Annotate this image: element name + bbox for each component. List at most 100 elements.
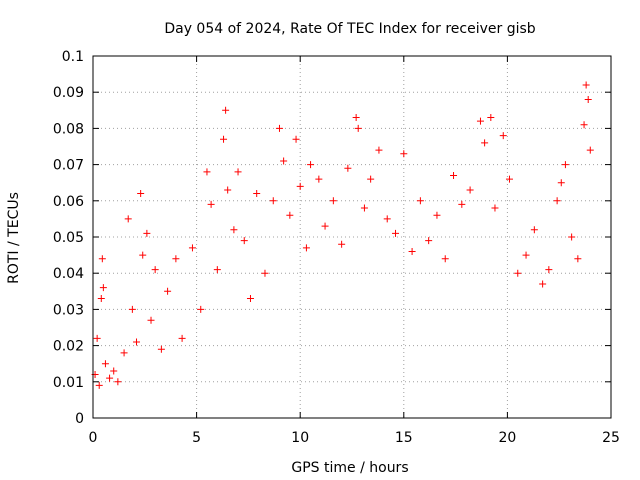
data-point bbox=[246, 295, 254, 303]
data-point bbox=[352, 114, 360, 122]
x-tick-label: 10 bbox=[291, 430, 309, 446]
data-point bbox=[143, 229, 151, 237]
x-tick-labels: 0 5 10 15 20 25 bbox=[89, 430, 620, 446]
data-point bbox=[315, 175, 323, 183]
x-tick-label: 25 bbox=[602, 430, 620, 446]
data-point bbox=[222, 106, 230, 114]
data-point bbox=[292, 135, 300, 143]
y-tick-labels: 0 0.01 0.02 0.03 0.04 0.05 0.06 0.07 0.08 0.09 0.1 bbox=[53, 49, 84, 427]
data-point bbox=[441, 255, 449, 263]
y-tick-label: 0.04 bbox=[53, 266, 84, 282]
axis-ticks bbox=[92, 55, 612, 419]
data-point bbox=[383, 215, 391, 223]
data-point bbox=[286, 211, 294, 219]
y-tick-label: 0.05 bbox=[53, 230, 84, 246]
data-point bbox=[224, 186, 232, 194]
x-tick-label: 0 bbox=[89, 430, 98, 446]
x-axis-label: GPS time / hours bbox=[291, 460, 408, 476]
data-point bbox=[240, 237, 248, 245]
data-point bbox=[128, 305, 136, 313]
data-point bbox=[296, 182, 304, 190]
data-point bbox=[375, 146, 383, 154]
data-point bbox=[99, 284, 107, 292]
x-tick-label: 15 bbox=[395, 430, 413, 446]
data-point bbox=[213, 266, 221, 274]
y-tick-label: 0.01 bbox=[53, 375, 84, 391]
data-point bbox=[98, 255, 106, 263]
y-tick-label: 0.1 bbox=[62, 49, 84, 65]
y-tick-label: 0.08 bbox=[53, 121, 84, 137]
data-point bbox=[367, 175, 375, 183]
data-point bbox=[329, 197, 337, 205]
data-point bbox=[582, 81, 590, 89]
data-point bbox=[234, 168, 242, 176]
data-point bbox=[586, 146, 594, 154]
chart-title: Day 054 of 2024, Rate Of TEC Index for r… bbox=[164, 21, 535, 37]
data-point bbox=[269, 197, 277, 205]
data-point bbox=[360, 204, 368, 212]
data-point bbox=[275, 124, 283, 132]
data-point bbox=[93, 334, 101, 342]
data-point bbox=[499, 132, 507, 140]
x-tick-label: 5 bbox=[192, 430, 201, 446]
data-point bbox=[580, 121, 588, 129]
data-point bbox=[178, 334, 186, 342]
data-point bbox=[253, 190, 261, 198]
data-point bbox=[188, 244, 196, 252]
data-point bbox=[481, 139, 489, 147]
y-tick-label: 0 bbox=[75, 411, 84, 427]
data-point bbox=[230, 226, 238, 234]
data-point bbox=[400, 150, 408, 158]
data-point bbox=[553, 197, 561, 205]
data-point bbox=[106, 374, 114, 382]
data-point bbox=[338, 240, 346, 248]
data-point bbox=[545, 266, 553, 274]
data-point bbox=[584, 95, 592, 103]
data-point bbox=[539, 280, 547, 288]
data-point bbox=[172, 255, 180, 263]
data-point bbox=[302, 244, 310, 252]
data-point bbox=[101, 360, 109, 368]
data-point bbox=[110, 367, 118, 375]
data-point bbox=[139, 251, 147, 259]
data-point bbox=[197, 305, 205, 313]
x-tick-label: 20 bbox=[498, 430, 516, 446]
data-point bbox=[557, 179, 565, 187]
data-point bbox=[280, 157, 288, 165]
data-point bbox=[97, 295, 105, 303]
y-tick-label: 0.09 bbox=[53, 85, 84, 101]
data-point bbox=[425, 237, 433, 245]
data-point bbox=[450, 171, 458, 179]
data-point bbox=[261, 269, 269, 277]
data-point bbox=[530, 226, 538, 234]
data-point bbox=[137, 190, 145, 198]
y-tick-label: 0.03 bbox=[53, 302, 84, 318]
data-point bbox=[514, 269, 522, 277]
data-point bbox=[416, 197, 424, 205]
data-point bbox=[114, 378, 122, 386]
data-point bbox=[561, 161, 569, 169]
data-point bbox=[505, 175, 513, 183]
data-point bbox=[207, 200, 215, 208]
y-tick-label: 0.02 bbox=[53, 339, 84, 355]
data-point bbox=[133, 338, 141, 346]
data-point bbox=[574, 255, 582, 263]
data-point bbox=[408, 247, 416, 255]
data-point bbox=[522, 251, 530, 259]
y-tick-label: 0.07 bbox=[53, 158, 84, 174]
data-point bbox=[487, 114, 495, 122]
data-point bbox=[354, 124, 362, 132]
data-point bbox=[321, 222, 329, 230]
grid bbox=[93, 56, 611, 418]
y-tick-label: 0.06 bbox=[53, 194, 84, 210]
data-point bbox=[392, 229, 400, 237]
data-point bbox=[466, 186, 474, 194]
data-point bbox=[491, 204, 499, 212]
y-axis-label: ROTI / TECUs bbox=[6, 192, 22, 284]
data-point bbox=[124, 215, 132, 223]
data-point bbox=[147, 316, 155, 324]
data-point bbox=[220, 135, 228, 143]
data-point bbox=[120, 349, 128, 357]
data-point bbox=[433, 211, 441, 219]
